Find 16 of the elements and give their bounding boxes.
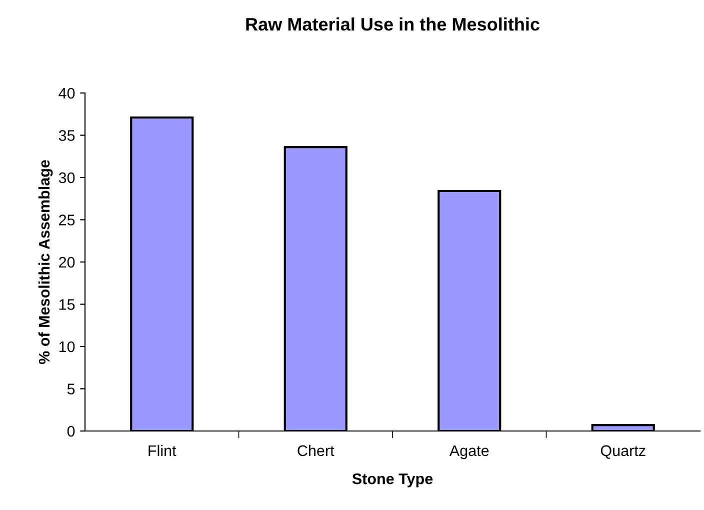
y-tick-label: 30 — [58, 172, 75, 184]
y-tick-label: 10 — [59, 341, 75, 352]
y-tick-label: 15 — [59, 299, 75, 310]
y-tick-label: 20 — [59, 256, 75, 268]
y-tick-label: 25 — [59, 214, 75, 226]
x-tick-label: Agate — [449, 445, 489, 460]
chart-title: Raw Material Use in the Mesolithic — [246, 17, 540, 31]
x-tick-label: Chert — [298, 444, 334, 456]
y-axis-title: % of Mesolithic Assemblage — [38, 160, 53, 364]
x-tick-label: Flint — [148, 444, 176, 456]
x-tick-label: Quartz — [600, 445, 646, 459]
y-tick-label: 5 — [67, 384, 75, 394]
y-tick-label: 40 — [58, 88, 75, 99]
y-tick-label: 0 — [67, 426, 75, 437]
y-tick-label: 35 — [58, 130, 75, 141]
x-axis-title: Stone Type — [352, 473, 433, 488]
